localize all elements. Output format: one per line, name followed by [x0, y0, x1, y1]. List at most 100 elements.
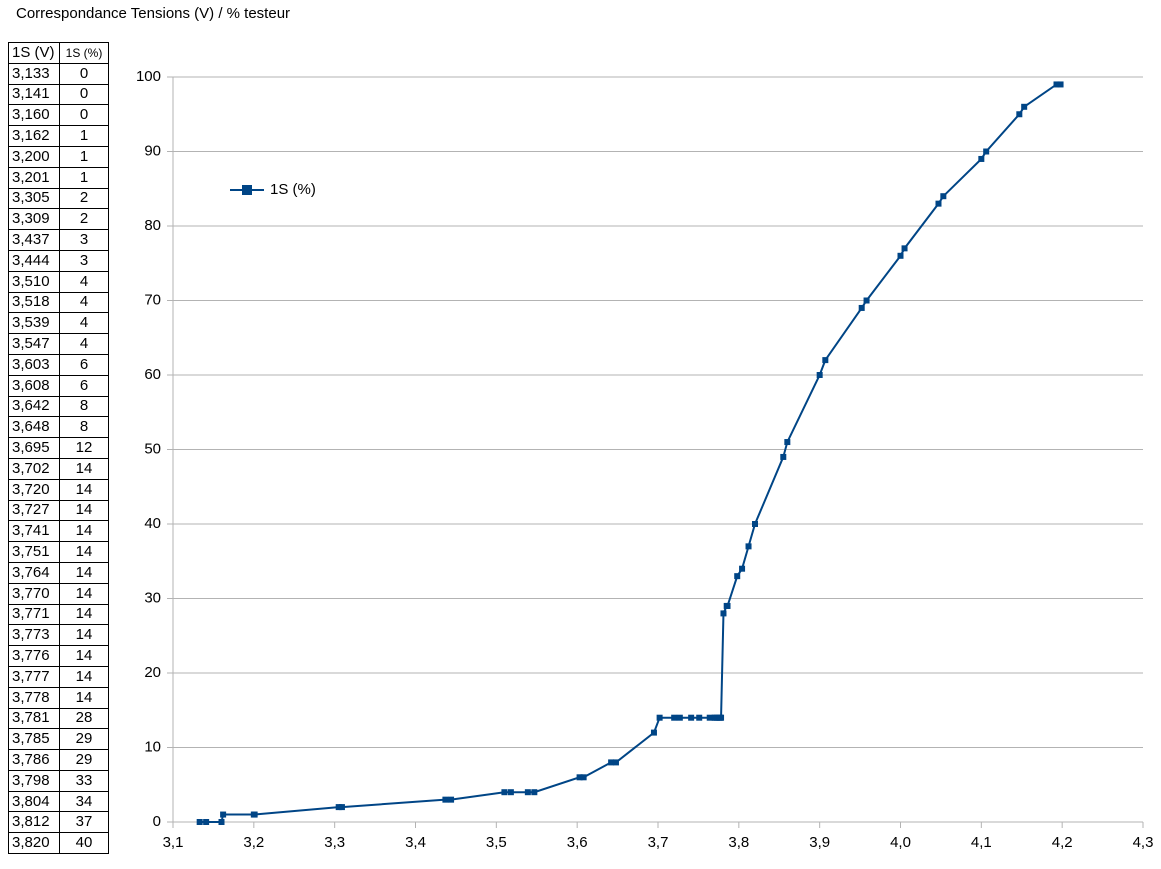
point [983, 148, 990, 155]
table-cell: 3,776 [8, 645, 60, 667]
table-row: 3,786 29 [8, 749, 109, 771]
table-row: 3,771 14 [8, 603, 109, 626]
table-cell: 3,133 [8, 62, 60, 85]
table-cell: 14 [59, 561, 109, 584]
table-row: 3,812 37 [8, 811, 109, 834]
table-cell: 3,642 [8, 395, 60, 418]
table-row: 3,720 14 [8, 478, 109, 501]
table-row: 1S (V) 1S (%) [8, 42, 109, 64]
table-cell: 3,741 [8, 520, 60, 543]
point [784, 439, 791, 446]
x-tick-label: 3,7 [648, 834, 669, 851]
point [752, 521, 758, 527]
legend-marker [242, 185, 252, 195]
table-cell: 2 [59, 187, 109, 210]
table-cell: 3,773 [8, 624, 60, 647]
table-cell: 3,777 [8, 665, 60, 688]
point [612, 759, 619, 766]
point [1053, 81, 1060, 88]
point [897, 252, 904, 259]
table-row: 3,200 1 [8, 145, 109, 168]
table-cell: 3,804 [8, 790, 60, 813]
table-cell: 14 [59, 499, 109, 522]
table-cell: 3,770 [8, 582, 60, 605]
table-row: 3,702 14 [8, 457, 109, 480]
table-row: 3,751 14 [8, 541, 109, 563]
point [720, 610, 727, 617]
table-row: 3,642 8 [8, 395, 109, 418]
y-tick-label: 60 [144, 366, 161, 383]
table-row: 3,741 14 [8, 520, 109, 543]
point [580, 774, 587, 781]
table-cell: 3,785 [8, 728, 60, 751]
legend-label: 1S (%) [270, 181, 316, 198]
x-tick-label: 3,2 [243, 834, 264, 851]
point [816, 372, 823, 378]
point [531, 789, 538, 796]
table-row: 3,727 14 [8, 499, 109, 522]
y-tick-label: 70 [144, 291, 161, 308]
table-row: 3,160 0 [8, 104, 109, 127]
table-cell: 3,200 [8, 145, 60, 168]
table-cell: 3,141 [8, 83, 60, 106]
x-tick-label: 4,3 [1133, 834, 1154, 851]
y-tick-label: 20 [144, 664, 161, 681]
x-tick-label: 3,9 [809, 834, 830, 851]
point [608, 759, 615, 766]
point [442, 796, 449, 803]
point [576, 774, 583, 781]
table-cell: 3,764 [8, 561, 60, 584]
y-tick-label: 50 [144, 440, 161, 457]
x-tick-label: 3,3 [324, 834, 345, 851]
point [507, 789, 514, 796]
table-row: 3,608 6 [8, 374, 109, 397]
point [718, 714, 725, 721]
table-cell: 29 [59, 749, 109, 771]
point [218, 819, 225, 825]
table-row: 3,162 1 [8, 125, 109, 147]
point [338, 804, 345, 811]
table-cell: 3,812 [8, 811, 60, 834]
point [724, 602, 731, 609]
table-cell: 3,437 [8, 229, 60, 251]
point [734, 573, 741, 580]
table-row: 3,444 3 [8, 249, 109, 272]
point [863, 297, 870, 304]
point [858, 304, 865, 311]
point [656, 714, 663, 721]
table-cell: 12 [59, 437, 109, 459]
table-cell: 1 [59, 125, 109, 147]
table-cell: 33 [59, 769, 109, 792]
table-cell: 14 [59, 665, 109, 688]
x-tick-label: 3,5 [486, 834, 507, 851]
point [1021, 103, 1028, 110]
table-row: 3,798 33 [8, 769, 109, 792]
x-tick-label: 3,4 [405, 834, 426, 851]
point [1016, 111, 1023, 118]
point [196, 819, 203, 825]
table-cell: 3,309 [8, 208, 60, 231]
table-row: 3,695 12 [8, 437, 109, 459]
point [1057, 81, 1064, 88]
table-row: 3,437 3 [8, 229, 109, 251]
x-tick-label: 3,1 [163, 834, 184, 851]
x-tick-label: 3,6 [567, 834, 588, 851]
point [780, 453, 787, 460]
table-row: 3,820 40 [8, 832, 109, 855]
table-row: 3,804 34 [8, 790, 109, 813]
point [251, 811, 258, 818]
sheet-title: Correspondance Tensions (V) / % testeur [16, 5, 291, 22]
point [706, 714, 713, 721]
point [335, 804, 342, 811]
table-row: 3,603 6 [8, 353, 109, 376]
table-cell: 34 [59, 790, 109, 813]
point [524, 789, 531, 796]
x-tick-label: 3,8 [728, 834, 749, 851]
point [671, 714, 678, 721]
table-cell: 3,771 [8, 603, 60, 626]
table-cell: 3,518 [8, 291, 60, 314]
point [739, 565, 746, 572]
point [935, 200, 942, 207]
